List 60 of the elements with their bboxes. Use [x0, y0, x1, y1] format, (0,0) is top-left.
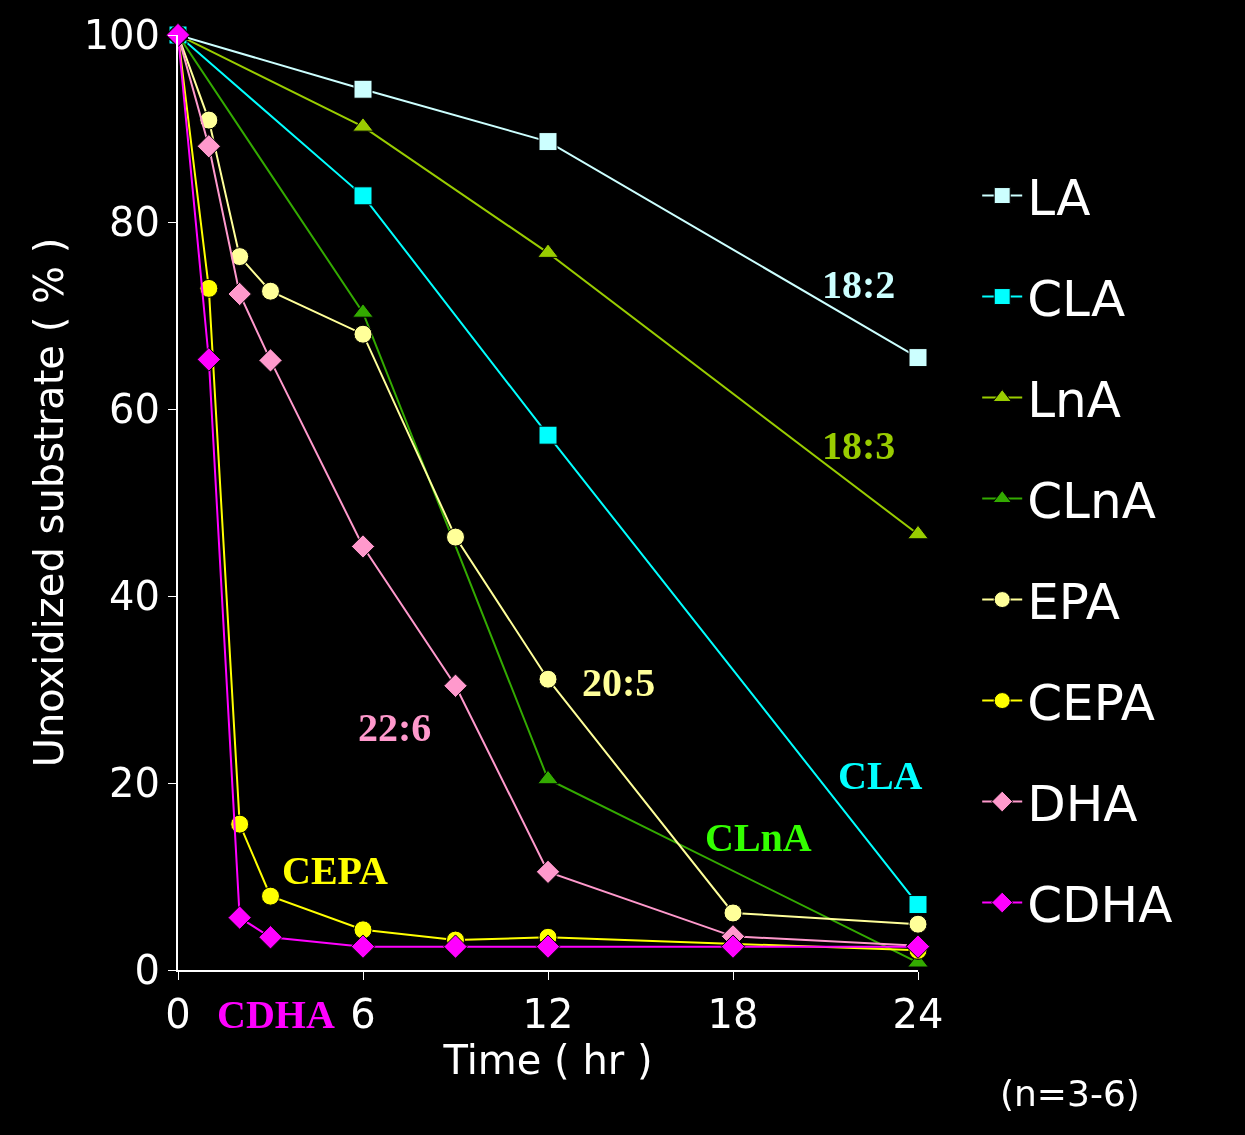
point	[535, 859, 561, 885]
point	[258, 348, 283, 373]
point	[538, 425, 558, 445]
point	[353, 79, 373, 99]
point	[227, 281, 252, 307]
legend-label: CEPA	[1027, 674, 1155, 733]
point	[908, 348, 928, 368]
annotation: CLnA	[705, 815, 812, 860]
y-axis-title: Unoxidized substrate ( % )	[25, 237, 72, 768]
legend-label: LA	[1027, 169, 1091, 228]
point	[261, 281, 280, 301]
point	[538, 669, 558, 689]
y-tick-label: 80	[109, 199, 160, 245]
x-tick-label: 6	[350, 991, 376, 1037]
point	[353, 324, 373, 344]
point	[353, 186, 373, 206]
point	[196, 134, 222, 159]
annotation: 20:5	[582, 660, 656, 705]
x-tick-label: 18	[707, 991, 759, 1037]
point	[350, 934, 376, 959]
annotation: CEPA	[282, 848, 389, 893]
point	[353, 920, 373, 940]
point	[350, 534, 376, 559]
point	[227, 905, 252, 930]
annotation: 22:6	[358, 705, 432, 750]
point	[258, 925, 283, 950]
text: CDHA	[217, 992, 335, 1037]
point	[723, 903, 743, 923]
point	[535, 934, 561, 959]
annotation: CLA	[838, 753, 923, 798]
legend-label: CDHA	[1027, 876, 1173, 935]
y-tick-label: 60	[109, 386, 160, 432]
annotation: 18:2	[822, 262, 896, 307]
y-tick-label: 100	[83, 12, 160, 58]
y-tick-label: 40	[109, 573, 160, 619]
point	[908, 914, 928, 934]
point	[538, 132, 558, 152]
point	[720, 934, 746, 959]
point	[443, 673, 468, 698]
text: (n=3-6)	[1000, 1073, 1140, 1114]
x-axis-title: Time ( hr )	[442, 1037, 653, 1083]
annotation: 18:3	[822, 423, 896, 468]
legend-label: CLnA	[1027, 472, 1156, 531]
legend-label: EPA	[1027, 573, 1120, 632]
x-tick-label: 12	[522, 991, 574, 1037]
y-tick-label: 20	[109, 760, 160, 806]
legend-label: LnA	[1027, 371, 1121, 430]
y-tick-label: 0	[134, 947, 160, 993]
point	[230, 247, 250, 267]
point	[261, 886, 280, 906]
point	[443, 934, 468, 959]
legend-label: CLA	[1027, 270, 1126, 329]
legend-label: DHA	[1027, 775, 1138, 834]
point	[196, 347, 222, 372]
x-tick-label: 24	[892, 991, 944, 1037]
x-tick-label: 0	[165, 991, 191, 1037]
point	[199, 278, 219, 298]
point	[908, 895, 928, 915]
point	[446, 527, 465, 547]
point	[199, 110, 219, 130]
